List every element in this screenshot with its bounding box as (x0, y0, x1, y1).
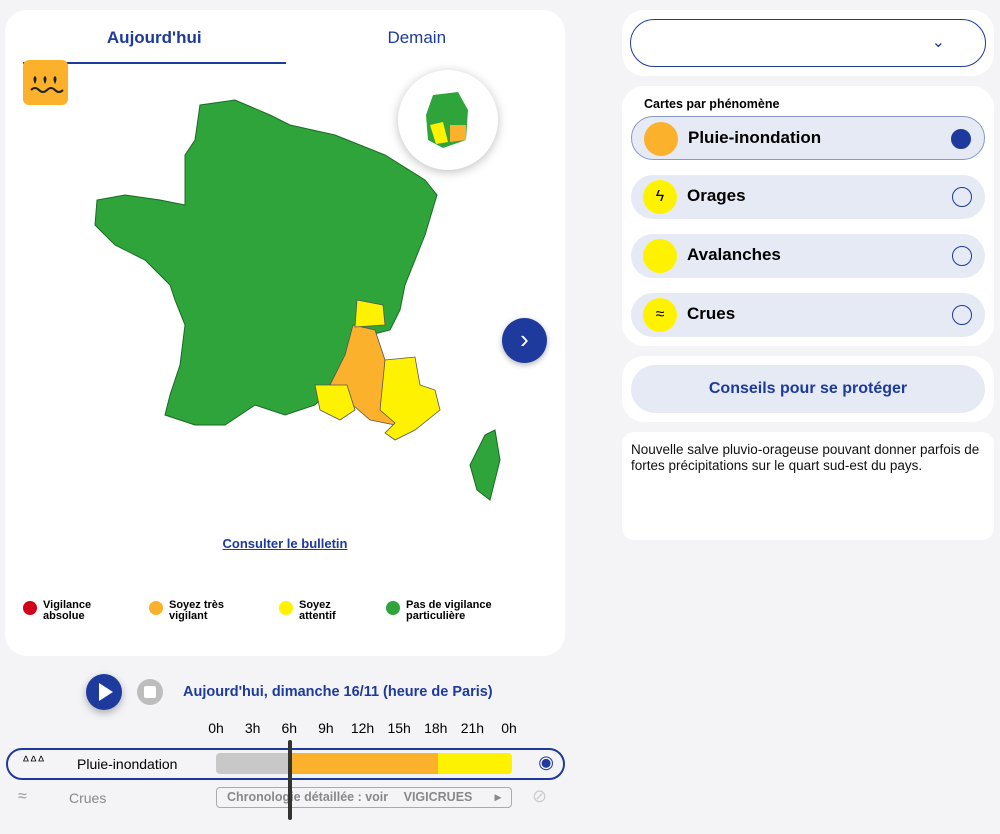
play-button[interactable] (86, 674, 122, 710)
rain-flood-icon: ᐞᐞᐞ (22, 753, 45, 769)
advice-button[interactable]: Conseils pour se protéger (631, 365, 985, 413)
legend-item: Pas de vigilance particulière (386, 600, 506, 622)
region-corsica (469, 429, 501, 501)
radio[interactable] (952, 187, 972, 207)
region-select-card: ⌄ (622, 10, 994, 76)
description-card: Nouvelle salve pluvio-orageuse pouvant d… (622, 432, 994, 540)
vigicrues-logo: VIGICRUES (403, 790, 473, 804)
tick-label: 21h (460, 720, 485, 736)
timeline-bar (216, 753, 512, 774)
link-text: Chronologie détaillée : voir (227, 790, 389, 804)
row-label: Crues (69, 790, 107, 806)
description-text: Nouvelle salve pluvio-orageuse pouvant d… (631, 442, 980, 473)
legend-item: Soyez attentif (279, 600, 359, 622)
stop-button[interactable] (137, 679, 163, 705)
time-cursor[interactable] (288, 740, 292, 820)
row-label: Pluie-inondation (77, 756, 178, 772)
phenomenon-label: Orages (687, 186, 746, 205)
waves-icon: ≈ (643, 298, 677, 332)
phenomenon-floods[interactable]: ≈ Crues (631, 293, 985, 337)
tick-label: 0h (501, 720, 517, 736)
waves-icon: ≈ (18, 788, 27, 805)
radio[interactable] (952, 305, 972, 325)
vigicrues-link[interactable]: Chronologie détaillée : voir VIGICRUES ▸ (216, 787, 512, 808)
phenomenon-rain-flood[interactable]: Pluie-inondation (631, 116, 985, 160)
region-yellow (314, 299, 441, 441)
radio-selected[interactable] (951, 129, 971, 149)
overview-minimap[interactable] (398, 70, 498, 170)
timeline-date: Aujourd'hui, dimanche 16/11 (heure de Pa… (183, 684, 493, 700)
phenomena-title: Cartes par phénomène (644, 97, 780, 111)
legend-label: Soyez attentif (299, 599, 336, 622)
tick-label: 0h (208, 720, 224, 736)
tick-label: 6h (281, 720, 298, 736)
timeline-segment (438, 753, 512, 774)
map-card: Aujourd'hui Demain › Consulter le bullet… (5, 10, 565, 656)
phenomenon-storms[interactable]: ϟ Orages (631, 175, 985, 219)
legend-label: Vigilance absolue (43, 599, 92, 622)
tick-label: 9h (318, 720, 334, 736)
eye-off-icon[interactable]: ⊘ (532, 786, 548, 806)
phenomenon-avalanches[interactable]: Avalanches (631, 234, 985, 278)
legend-label: Pas de vigilance particulière (406, 599, 492, 622)
advice-card: Conseils pour se protéger (622, 356, 994, 422)
legend-label: Soyez très vigilant (169, 599, 225, 622)
tick-label: 18h (424, 720, 448, 736)
radio[interactable] (952, 246, 972, 266)
timeline-row-rain-flood[interactable]: ᐞᐞᐞ Pluie-inondation ◉ (6, 748, 565, 780)
region-select[interactable]: ⌄ (630, 19, 986, 67)
avalanche-icon (643, 239, 677, 273)
rain-flood-icon (644, 122, 678, 156)
triangle-right-icon: ▸ (494, 790, 501, 804)
chevron-right-icon[interactable]: › (502, 318, 547, 363)
timeline-segment (290, 753, 438, 774)
lightning-icon: ϟ (643, 180, 677, 214)
bulletin-link[interactable]: Consulter le bulletin (222, 536, 348, 551)
tick-label: 3h (244, 720, 261, 736)
phenomenon-label: Avalanches (687, 245, 781, 264)
phenomenon-label: Pluie-inondation (688, 128, 822, 147)
legend-item: Vigilance absolue (23, 600, 123, 622)
eye-icon[interactable]: ◉ (538, 752, 554, 772)
france-vigilance-map[interactable] (85, 95, 505, 515)
tab-today[interactable]: Aujourd'hui (23, 26, 286, 64)
timeline-segment (216, 753, 290, 774)
phenomenon-label: Crues (687, 304, 736, 323)
chevron-down-icon: ⌄ (931, 34, 945, 51)
tab-tomorrow[interactable]: Demain (387, 28, 447, 47)
rain-flood-icon (23, 60, 68, 105)
legend-item: Soyez très vigilant (149, 600, 239, 622)
tick-label: 12h (350, 720, 375, 736)
tick-label: 15h (387, 720, 411, 736)
